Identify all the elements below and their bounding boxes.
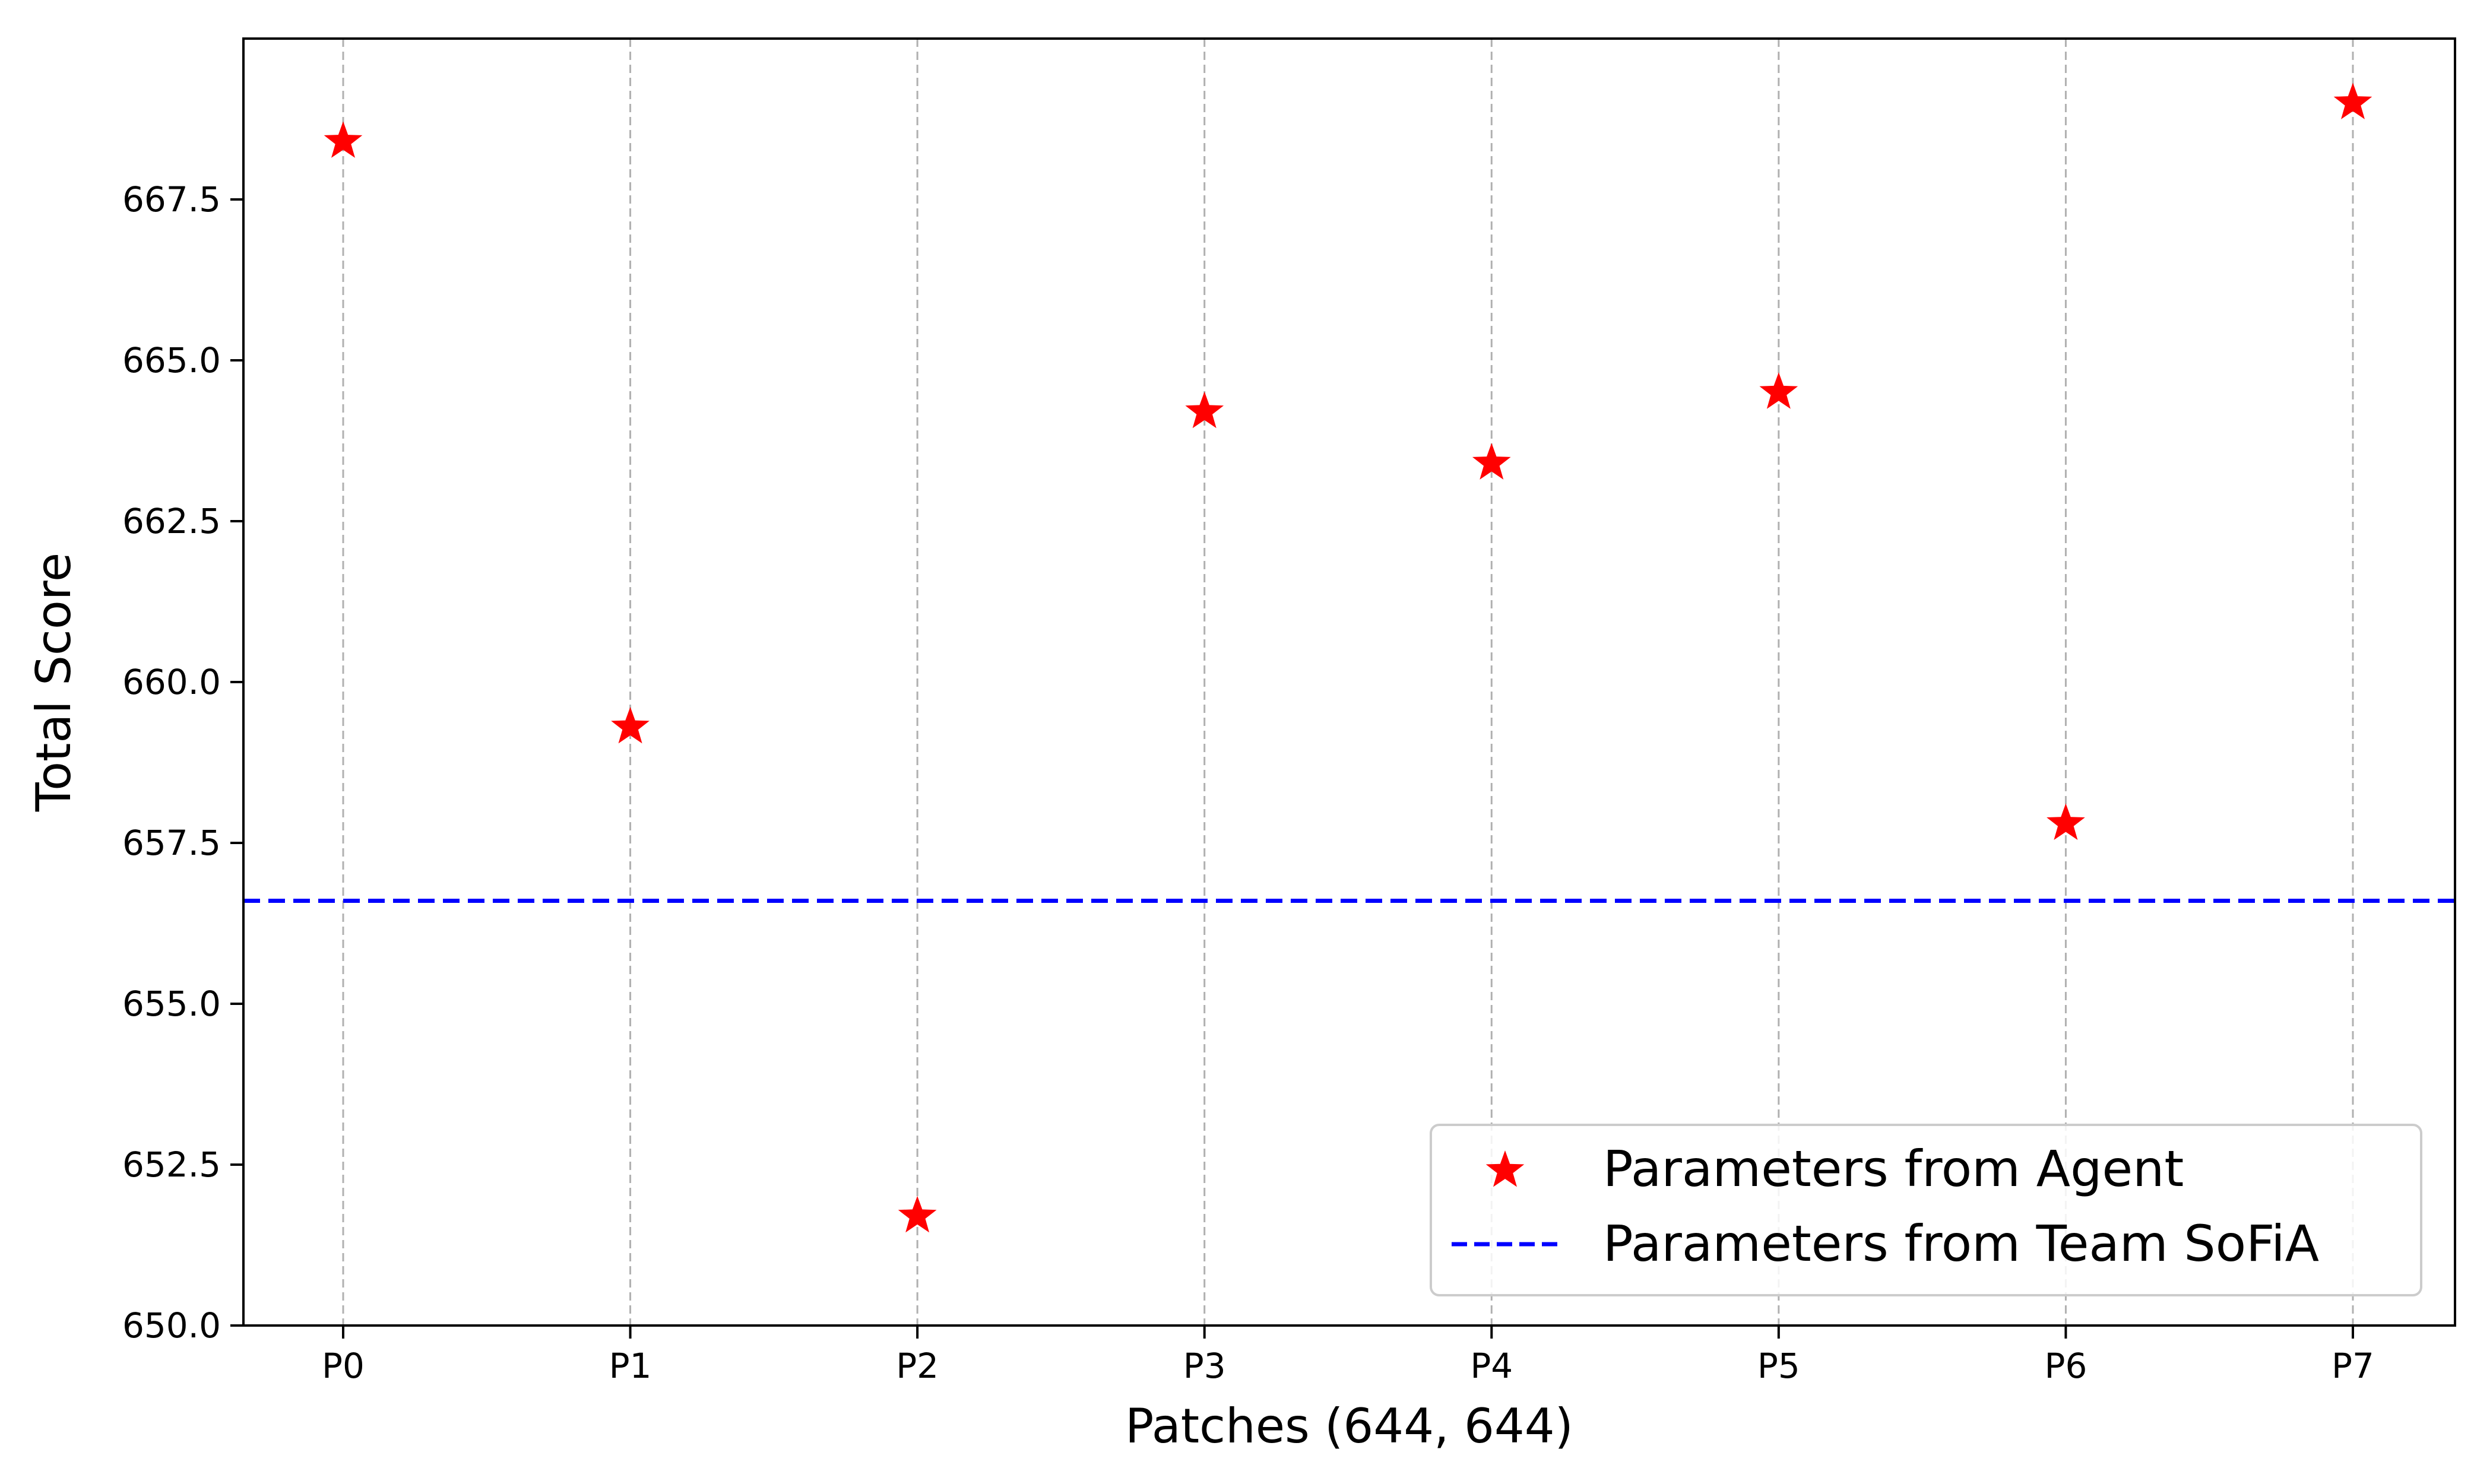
- y-tick-label-7: 667.5: [122, 179, 221, 220]
- y-axis: 650.0 652.5 655.0 657.5 660.0 662.5 665.0 667.5: [122, 179, 243, 1346]
- legend-label-agent: Parameters from Agent: [1603, 1140, 2184, 1198]
- legend-star-marker: [1485, 1150, 1525, 1187]
- x-tick-label-P7: P7: [2332, 1346, 2374, 1386]
- x-tick-label-P1: P1: [609, 1346, 652, 1386]
- x-axis-title: Patches (644, 644): [1125, 1399, 1573, 1454]
- data-point-P0: [324, 121, 363, 158]
- x-tick-label-P0: P0: [322, 1346, 365, 1386]
- x-tick-label-P4: P4: [1470, 1346, 1513, 1386]
- data-point-P7: [2333, 83, 2372, 119]
- y-tick-label-2: 655.0: [122, 984, 221, 1024]
- points-layer: [324, 83, 2372, 1233]
- y-tick-label-1: 652.5: [122, 1144, 221, 1185]
- y-tick-label-0: 650.0: [122, 1305, 221, 1346]
- y-tick-label-4: 660.0: [122, 662, 221, 702]
- data-point-P2: [898, 1196, 937, 1233]
- legend-box: [1430, 1124, 2422, 1296]
- data-point-P6: [2047, 803, 2085, 840]
- y-axis-title: Total Score: [26, 553, 81, 812]
- data-point-P3: [1185, 391, 1224, 429]
- data-point-P1: [611, 706, 650, 744]
- y-tick-label-3: 657.5: [122, 823, 221, 863]
- grid-layer: [342, 39, 2354, 1326]
- x-tick-label-P6: P6: [2044, 1346, 2087, 1386]
- x-tick-label-P3: P3: [1183, 1346, 1226, 1386]
- legend-label-sofia: Parameters from Team SoFiA: [1603, 1215, 2319, 1273]
- legend: Parameters from Agent Parameters from Te…: [1430, 1124, 2422, 1296]
- data-point-P5: [1759, 372, 1798, 409]
- data-point-P4: [1472, 443, 1511, 480]
- y-tick-label-6: 665.0: [122, 340, 221, 380]
- x-axis: P0 P1 P2 P3 P4 P5 P6 P7: [322, 1326, 2374, 1386]
- x-tick-label-P2: P2: [896, 1346, 939, 1386]
- y-tick-label-5: 662.5: [122, 501, 221, 541]
- x-tick-label-P5: P5: [1757, 1346, 1800, 1386]
